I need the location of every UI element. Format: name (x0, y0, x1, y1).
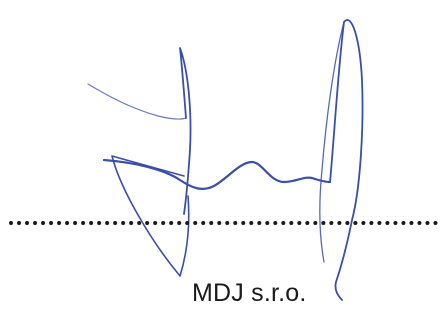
signature-line (9, 221, 438, 225)
company-name: MDJ s.r.o. (192, 279, 307, 307)
